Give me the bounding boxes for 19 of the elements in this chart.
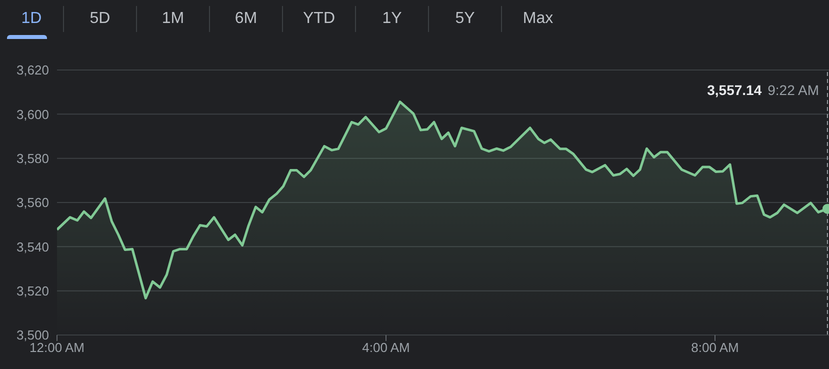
text: Max xyxy=(502,6,574,32)
text: 5Y xyxy=(429,6,501,32)
x-tick-label: 12:00 AM xyxy=(30,340,84,356)
y-tick-label: 3,520 xyxy=(16,283,49,298)
x-tick-label: 4:00 AM xyxy=(362,340,410,356)
y-tick-label: 3,620 xyxy=(16,62,49,78)
y-tick-label: 3,540 xyxy=(16,239,49,254)
text: 6M xyxy=(210,6,282,32)
text: YTD xyxy=(283,6,355,32)
text: 1Y xyxy=(356,6,428,32)
y-tick-label: 3,600 xyxy=(16,106,49,122)
text: 5D xyxy=(64,6,136,32)
y-tick-label: 3,500 xyxy=(16,328,49,343)
y-tick-label: 3,580 xyxy=(16,150,49,166)
text: 1M xyxy=(137,6,209,32)
x-tick-label: 8:00 AM xyxy=(691,340,739,356)
annotation: 3,557.14 9:22 AM xyxy=(707,82,819,98)
text: 1D xyxy=(20,9,43,29)
y-tick-label: 3,560 xyxy=(16,195,49,210)
